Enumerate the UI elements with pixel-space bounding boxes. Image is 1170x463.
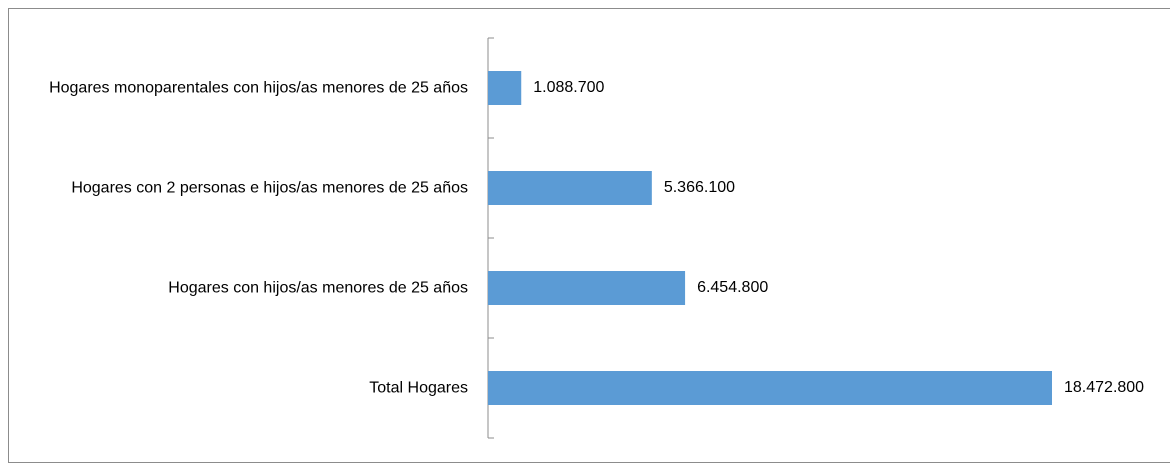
bar xyxy=(488,171,652,205)
category-label: Hogares con 2 personas e hijos/as menore… xyxy=(71,179,468,197)
category-label: Hogares con hijos/as menores de 25 años xyxy=(168,279,468,297)
bar xyxy=(488,71,522,105)
bar xyxy=(488,371,1052,405)
category-label: Hogares monoparentales con hijos/as meno… xyxy=(49,79,468,97)
data-label: 1.088.700 xyxy=(533,79,604,96)
data-label: 6.454.800 xyxy=(697,279,768,296)
data-label: 18.472.800 xyxy=(1064,379,1144,396)
bar xyxy=(488,271,686,305)
category-label: Total Hogares xyxy=(369,379,468,397)
data-label: 5.366.100 xyxy=(664,179,735,196)
